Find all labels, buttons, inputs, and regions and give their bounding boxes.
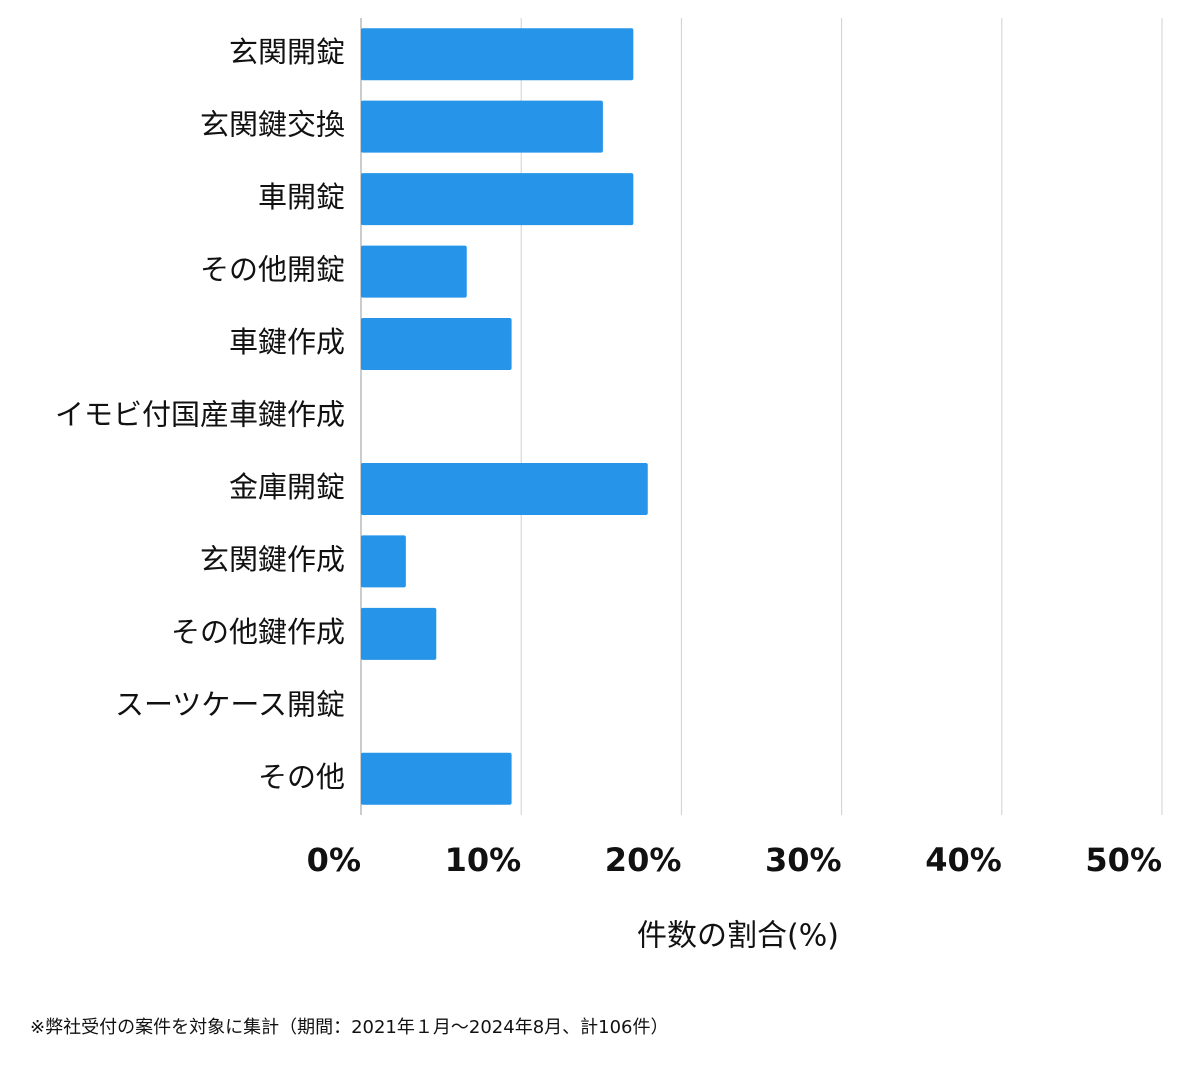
bar (361, 318, 512, 371)
x-tick-label: 50% (1085, 841, 1162, 879)
x-tick-label: 40% (925, 841, 1002, 879)
y-tick-label: 車鍵作成 (229, 325, 345, 359)
bar (361, 245, 467, 298)
y-tick-label: 玄関鍵交換 (200, 108, 345, 142)
bar (361, 100, 603, 153)
y-tick-label: スーツケース開錠 (115, 687, 345, 721)
bar (361, 752, 512, 805)
y-tick-label: 金庫開錠 (229, 470, 345, 504)
y-tick-label: 玄関開錠 (229, 35, 345, 69)
y-tick-label: 車開錠 (258, 180, 345, 214)
x-tick-label: 10% (445, 841, 522, 879)
y-tick-label: イモビ付国産車鍵作成 (55, 398, 345, 432)
x-tick-label: 20% (605, 841, 682, 879)
bar (361, 607, 437, 660)
y-tick-label: その他開錠 (200, 253, 345, 287)
bar (361, 535, 406, 588)
x-tick-label: 30% (765, 841, 842, 879)
bar (361, 462, 648, 515)
x-axis-label: 件数の割合(%) (637, 919, 839, 954)
footnote: ※弊社受付の案件を対象に集計（期間：2021年１月～2024年8月、計106件） (30, 1017, 669, 1038)
x-tick-label: 0% (307, 841, 361, 879)
bar (361, 28, 634, 81)
y-tick-label: 玄関鍵作成 (200, 542, 345, 576)
y-tick-label: その他鍵作成 (171, 615, 345, 649)
bar (361, 173, 634, 226)
y-tick-label: その他 (258, 760, 345, 794)
